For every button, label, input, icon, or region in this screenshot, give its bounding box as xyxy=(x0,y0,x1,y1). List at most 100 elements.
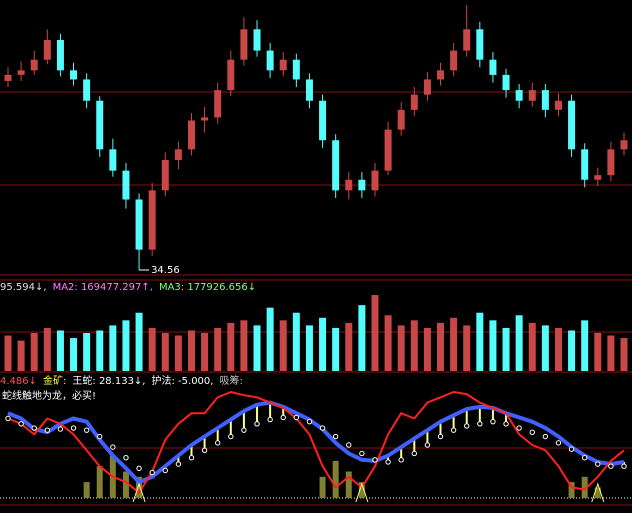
candle-body xyxy=(122,170,130,200)
candle-body xyxy=(30,59,38,71)
dot xyxy=(372,457,378,463)
dot xyxy=(529,429,535,435)
dot xyxy=(241,427,247,433)
volume-bar xyxy=(423,327,431,371)
candle-body xyxy=(135,199,143,250)
signal-marker xyxy=(355,482,369,503)
base-bar xyxy=(594,487,601,498)
volume-bar xyxy=(240,320,248,371)
candle-body xyxy=(83,79,91,101)
base-bar xyxy=(136,476,143,498)
base-bar xyxy=(568,482,575,498)
candle-body xyxy=(528,90,536,101)
dot xyxy=(516,425,522,431)
volume-bar xyxy=(502,327,510,371)
dot xyxy=(18,421,24,427)
indicator-note: 蛇线触地为龙，必买! xyxy=(2,389,96,402)
volume-bar xyxy=(489,320,497,371)
candle-body xyxy=(332,140,340,191)
volume-bar xyxy=(253,325,261,371)
volume-bar xyxy=(450,317,458,371)
dot xyxy=(332,433,339,440)
candle-body xyxy=(502,74,510,91)
indicator-header: 王蛇: 28.133↓, xyxy=(72,374,145,387)
dot xyxy=(398,457,404,463)
candle-body xyxy=(620,140,628,150)
candle-body xyxy=(253,29,261,51)
dot xyxy=(162,467,168,474)
candle-body xyxy=(266,50,274,71)
volume-bar xyxy=(135,312,143,371)
volume-header: MA2: 169477.297↑, xyxy=(53,282,153,293)
dot xyxy=(267,416,273,423)
volume-bar xyxy=(528,322,536,371)
volume-bar xyxy=(292,312,300,371)
candle-body xyxy=(607,149,615,176)
candle-body xyxy=(515,90,523,101)
base-bar xyxy=(332,460,339,498)
volume-bar xyxy=(305,325,313,371)
dot xyxy=(490,418,496,425)
blue-line xyxy=(7,400,625,485)
candle-body xyxy=(279,59,287,71)
dot xyxy=(149,469,155,476)
dot xyxy=(254,421,260,427)
candle-body xyxy=(70,70,78,80)
dot xyxy=(136,465,142,472)
volume-bar xyxy=(384,315,392,371)
dot xyxy=(57,426,64,432)
candle-body xyxy=(187,120,195,150)
dot xyxy=(293,414,300,421)
volume-bar xyxy=(56,330,64,371)
dot xyxy=(464,423,470,429)
volume-bar xyxy=(463,325,471,371)
candle-body xyxy=(541,90,549,110)
signal-marker xyxy=(591,482,605,503)
dot xyxy=(175,461,182,467)
dot xyxy=(228,433,234,440)
indicator-header: 4.486↓ xyxy=(0,376,37,387)
volume-bar xyxy=(30,333,38,371)
dot xyxy=(319,425,326,431)
volume-bar xyxy=(161,333,169,371)
candle-body xyxy=(109,149,117,171)
candle-body xyxy=(397,109,405,130)
dot xyxy=(31,425,37,431)
volume-bar xyxy=(345,322,353,371)
volume-bar xyxy=(43,327,51,371)
candle-body xyxy=(450,50,458,71)
candle-body xyxy=(384,129,392,171)
candle-body xyxy=(463,29,471,51)
dot xyxy=(424,442,431,448)
volume-bar xyxy=(266,307,274,371)
indicator-header: 吸筹: xyxy=(219,374,242,387)
candle-body xyxy=(319,100,327,141)
candle-body xyxy=(345,179,353,191)
candle-body xyxy=(227,59,235,91)
dot xyxy=(621,463,627,469)
dot xyxy=(568,446,575,452)
candle-body xyxy=(214,90,222,118)
dot xyxy=(542,433,549,440)
volume-bar xyxy=(581,320,589,371)
candle-body xyxy=(43,39,51,60)
candle-body xyxy=(161,159,169,191)
signal-marker xyxy=(132,482,146,503)
dot xyxy=(385,459,391,465)
volume-bar xyxy=(122,320,130,371)
candle-body xyxy=(410,94,418,110)
volume-bar xyxy=(332,327,340,371)
dot xyxy=(595,461,601,467)
dot xyxy=(83,427,90,433)
volume-bar xyxy=(397,325,405,371)
volume-bar xyxy=(17,340,25,371)
volume-bar xyxy=(437,322,445,371)
dot xyxy=(437,433,444,440)
candle-body xyxy=(371,170,379,191)
base-bar xyxy=(358,482,365,498)
volume-bar xyxy=(227,322,235,371)
dot xyxy=(280,414,286,421)
candle-body xyxy=(423,79,431,95)
candle-body xyxy=(581,149,589,180)
candle-body xyxy=(174,149,182,160)
